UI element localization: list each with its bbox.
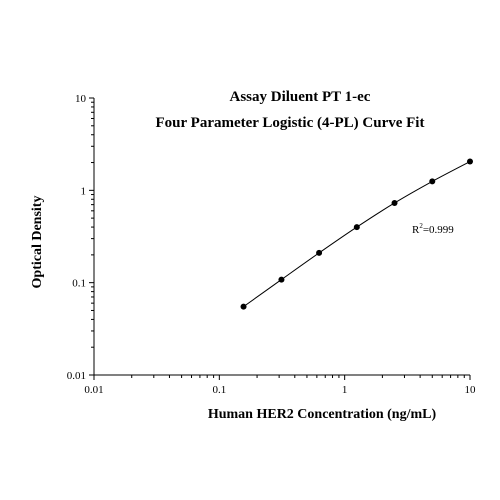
data-point (391, 199, 398, 206)
data-point (353, 224, 360, 231)
y-tick-label: 0.01 (67, 370, 86, 382)
data-point (467, 158, 473, 165)
y-tick-label: 1 (81, 185, 87, 197)
data-point (429, 178, 436, 185)
y-tick-label: 0.1 (72, 278, 86, 290)
r-squared-superscript: 2 (419, 222, 423, 230)
y-axis-ticks: 0.01 0.1 1 10 (67, 93, 94, 382)
x-axis-label: Human HER2 Concentration (ng/mL) (208, 407, 437, 422)
r-squared-annotation: R2=0.999 (412, 222, 454, 236)
data-point (278, 276, 285, 283)
y-tick-label: 10 (75, 93, 87, 105)
x-axis-ticks: 0.01 0.1 1 10 (84, 375, 476, 396)
x-tick-label: 10 (465, 384, 477, 396)
r-squared-prefix: R (412, 224, 420, 236)
x-tick-label: 1 (342, 384, 348, 396)
x-tick-label: 0.1 (212, 384, 226, 396)
data-points (240, 158, 473, 310)
axes (93, 98, 470, 376)
data-point (316, 249, 323, 256)
chart-subtitle: Four Parameter Logistic (4-PL) Curve Fit (156, 115, 425, 131)
y-axis-label: Optical Density (30, 196, 45, 289)
r-squared-value: =0.999 (423, 224, 454, 236)
data-point (240, 303, 247, 310)
x-tick-label: 0.01 (84, 384, 103, 396)
chart-title: Assay Diluent PT 1-ec (230, 89, 371, 105)
